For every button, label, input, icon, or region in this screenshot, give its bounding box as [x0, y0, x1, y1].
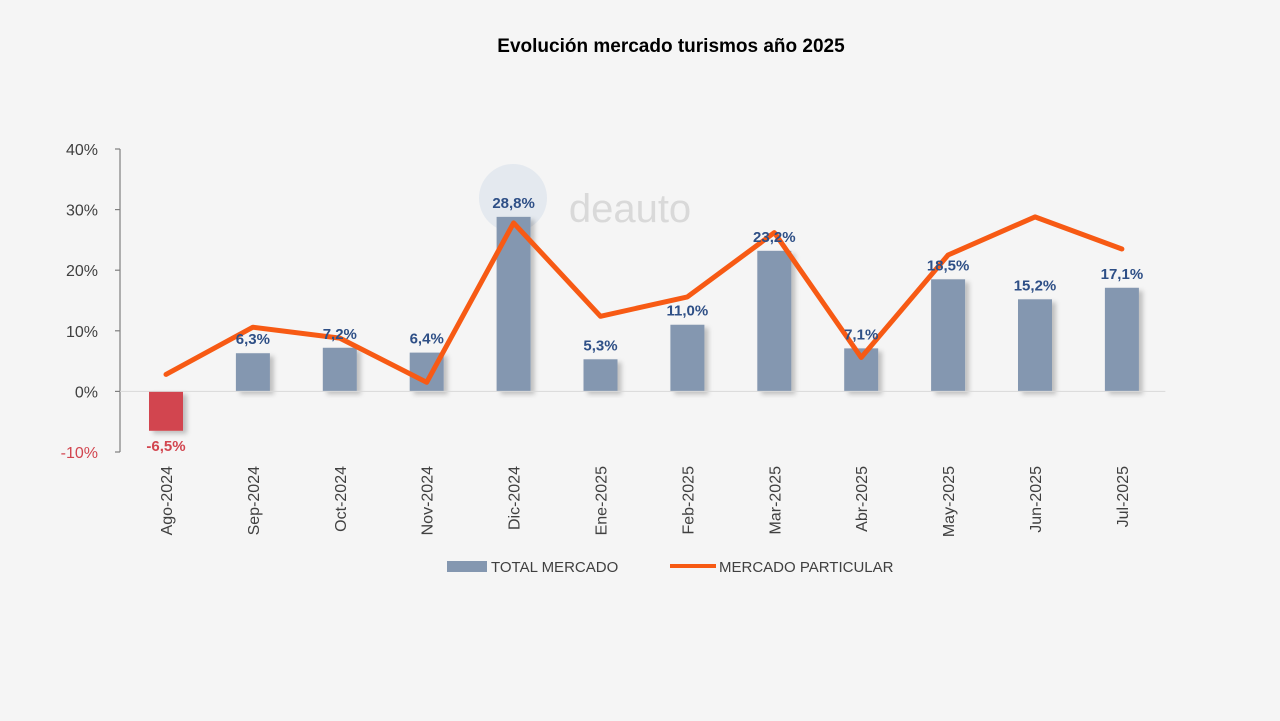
legend-swatch-total-mercado [447, 561, 487, 572]
bar-ene-2025 [583, 359, 618, 392]
data-label-ene-2025: 5,3% [583, 337, 617, 354]
data-label-jul-2025: 17,1% [1101, 266, 1144, 283]
x-tick-label-jul-2025: Jul-2025 [1115, 466, 1132, 527]
line-layer [163, 214, 1125, 385]
data-label-ago-2024: -6,5% [146, 438, 185, 455]
watermark-text: deauto [569, 187, 691, 231]
x-tick-label-ago-2024: Ago-2024 [159, 466, 176, 535]
x-tick-label-jun-2025: Jun-2025 [1028, 466, 1045, 533]
y-axis: 40% 30% 20% 10% 0% -10% [61, 142, 121, 462]
data-labels-layer: -6,5% 6,3% 7,2% 6,4% 28,8% 5,3% 11,0% 23,2% 7,1%… [146, 195, 1143, 455]
x-tick-label-nov-2024: Nov-2024 [420, 466, 437, 535]
bar-jul-2025 [1104, 287, 1139, 392]
x-tick-label-ene-2025: Ene-2025 [594, 466, 611, 535]
x-tick-label-abr-2025: Abr-2025 [854, 466, 871, 532]
x-tick-label-dic-2024: Dic-2024 [507, 466, 524, 530]
bar-jun-2025 [1018, 299, 1052, 392]
line-mercado-particular [163, 214, 1125, 385]
watermark: deauto [479, 164, 691, 232]
y-tick-label: 40% [66, 142, 98, 159]
data-label-oct-2024: 7,2% [323, 326, 357, 343]
x-tick-label-feb-2025: Feb-2025 [680, 466, 697, 535]
chart-title: Evolución mercado turismos año 2025 [497, 36, 845, 57]
y-tick-label: 10% [66, 324, 98, 341]
bar-ago-2024 [149, 391, 183, 431]
y-tick-label: 0% [75, 384, 98, 401]
data-label-nov-2024: 6,4% [410, 331, 444, 348]
bar-sep-2024 [235, 353, 270, 392]
data-label-feb-2025: 11,0% [667, 303, 709, 320]
data-label-dic-2024: 28,8% [492, 195, 535, 212]
legend-label-total-mercado: TOTAL MERCADO [491, 559, 618, 576]
x-tick-label-may-2025: May-2025 [941, 466, 958, 537]
x-tick-label-mar-2025: Mar-2025 [767, 466, 784, 535]
x-tick-label-sep-2024: Sep-2024 [246, 466, 263, 535]
data-label-jun-2025: 15,2% [1014, 277, 1057, 294]
data-label-mar-2025: 23,2% [753, 229, 796, 246]
x-axis: Ago-2024 Sep-2024 Oct-2024 Nov-2024 Dic-2024… [120, 390, 1166, 537]
data-label-abr-2025: 7,1% [844, 326, 878, 343]
bar-oct-2024 [322, 347, 357, 392]
watermark-circle [479, 164, 547, 232]
data-label-may-2025: 18,5% [927, 257, 970, 274]
y-tick-label: 30% [66, 203, 98, 220]
legend: TOTAL MERCADO MERCADO PARTICULAR [447, 559, 894, 576]
legend-label-mercado-particular: MERCADO PARTICULAR [719, 559, 894, 576]
bars-layer [149, 216, 1139, 431]
bar-mar-2025 [757, 250, 792, 392]
bar-feb-2025 [670, 324, 705, 392]
bar-may-2025 [931, 279, 966, 392]
data-label-sep-2024: 6,3% [236, 331, 270, 348]
y-tick-label: -10% [61, 445, 98, 462]
x-tick-label-oct-2024: Oct-2024 [333, 466, 350, 532]
y-tick-label: 20% [66, 263, 98, 280]
